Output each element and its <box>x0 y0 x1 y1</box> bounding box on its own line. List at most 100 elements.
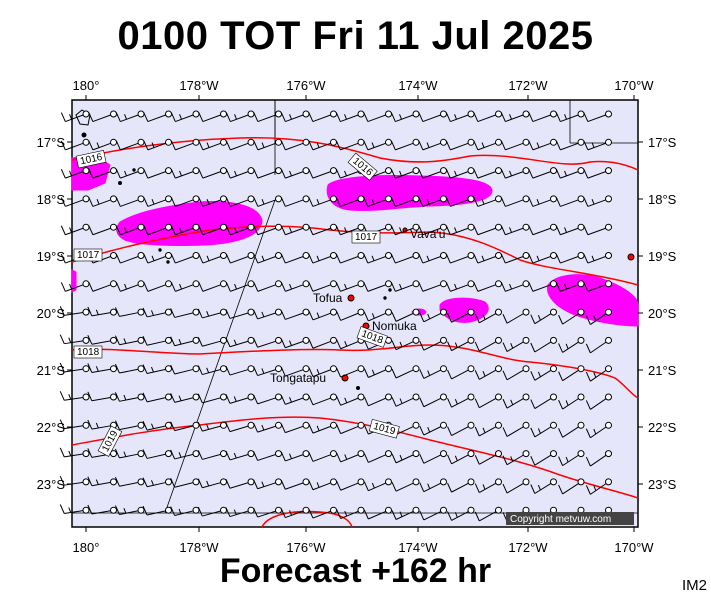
longitude-labels-bottom: 180° 178°W 176°W 174°W 172°W 170°W <box>73 540 655 555</box>
wind-barb <box>59 475 90 486</box>
wind-barb <box>363 308 392 322</box>
wind-barb <box>336 365 365 378</box>
wind-barb <box>474 421 502 437</box>
wind-barb <box>225 223 255 236</box>
wind-barb <box>253 252 282 264</box>
wind-barb <box>114 335 145 346</box>
wind-barb <box>500 110 530 123</box>
wind-barb <box>530 308 557 325</box>
wind-barb <box>473 138 502 151</box>
wind-barb <box>60 280 90 292</box>
wind-barb <box>142 307 172 318</box>
wind-barb <box>585 365 612 382</box>
wind-barb <box>114 448 145 459</box>
wind-barb <box>502 478 530 494</box>
wind-barb <box>225 365 255 376</box>
wind-barb <box>88 110 117 123</box>
wind-barb <box>390 167 420 179</box>
place-label-nomuka: Nomuka <box>372 319 417 333</box>
wind-barb <box>391 308 420 322</box>
wind-barb <box>142 449 172 459</box>
wind-barb <box>197 365 227 376</box>
lat-label: 19°S <box>37 249 66 264</box>
wind-barb <box>530 393 557 410</box>
wind-barb <box>308 280 337 292</box>
wind-barb <box>473 110 502 123</box>
wind-barb <box>419 478 447 493</box>
place-label-tongatapu: Tongatapu <box>270 371 326 385</box>
wind-barb <box>335 110 365 123</box>
isobar-south <box>261 510 353 528</box>
wind-barb <box>419 336 447 351</box>
wind-barb <box>142 336 172 346</box>
isobar-label: 1017 <box>355 232 378 243</box>
wind-barb <box>445 280 475 292</box>
wind-barb <box>280 506 310 519</box>
copyright-box <box>506 512 634 525</box>
wind-barb <box>170 308 200 318</box>
wind-barb <box>555 110 585 123</box>
wind-barb <box>528 167 557 179</box>
wind-barb <box>225 308 255 319</box>
wind-barb <box>253 308 282 320</box>
wind-barb <box>391 478 420 492</box>
wind-barb <box>253 223 282 236</box>
wind-barb <box>142 505 172 516</box>
lon-label: 178°W <box>179 540 219 555</box>
wind-barb <box>87 391 117 402</box>
wind-barb <box>473 223 502 236</box>
wind-barb <box>419 421 447 436</box>
wind-barb <box>225 138 255 151</box>
wind-barb <box>280 308 310 320</box>
wind-barb <box>197 336 227 347</box>
lat-label: 23°S <box>37 477 66 492</box>
wind-barb <box>88 223 117 236</box>
wind-barb <box>225 421 255 433</box>
place-label-tofua: Tofua <box>313 291 343 305</box>
wind-barb <box>114 363 145 374</box>
wind-barb <box>225 478 255 489</box>
wind-barb <box>143 195 172 207</box>
wind-barb <box>143 138 172 151</box>
wind-barb <box>335 280 365 292</box>
wind-barb <box>555 195 585 207</box>
wind-barb <box>363 478 392 492</box>
wind-barb <box>87 363 117 373</box>
wind-barb <box>198 223 227 236</box>
wind-barb <box>419 450 447 464</box>
wind-barb <box>197 478 227 489</box>
wind-barb <box>115 138 145 151</box>
wind-barb <box>558 308 585 325</box>
lon-label: 174°W <box>398 78 438 93</box>
wind-barb <box>170 280 200 292</box>
wind-barb <box>502 308 530 324</box>
wind-barb <box>197 450 227 460</box>
wind-barb <box>391 393 420 407</box>
wind-barb <box>170 449 200 460</box>
wind-barb <box>558 393 585 410</box>
wind-barb <box>280 138 310 151</box>
lon-label: 176°W <box>286 540 326 555</box>
wind-barb <box>418 167 447 179</box>
lon-label: 176°W <box>286 78 326 93</box>
copyright-text: Copyright metvuw.com <box>510 514 611 525</box>
wind-barb <box>447 393 475 408</box>
lat-label: 20°S <box>648 306 677 321</box>
wind-barb <box>170 393 200 403</box>
wind-barb <box>583 195 612 207</box>
lon-label: 174°W <box>398 540 438 555</box>
lat-label: 23°S <box>648 477 677 492</box>
axis-ticks <box>67 95 643 532</box>
wind-barb <box>170 478 200 488</box>
lat-label: 21°S <box>37 363 66 378</box>
wind-barb <box>447 365 475 380</box>
wind-barb <box>170 167 200 179</box>
wind-barb <box>280 252 310 264</box>
wind-barb <box>363 365 392 378</box>
wind-barb <box>474 478 502 494</box>
wind-barb <box>225 252 255 264</box>
wind-barb <box>308 336 337 349</box>
wind-barb <box>253 506 282 518</box>
lon-label: 180° <box>73 78 100 93</box>
wind-barb <box>59 391 90 401</box>
